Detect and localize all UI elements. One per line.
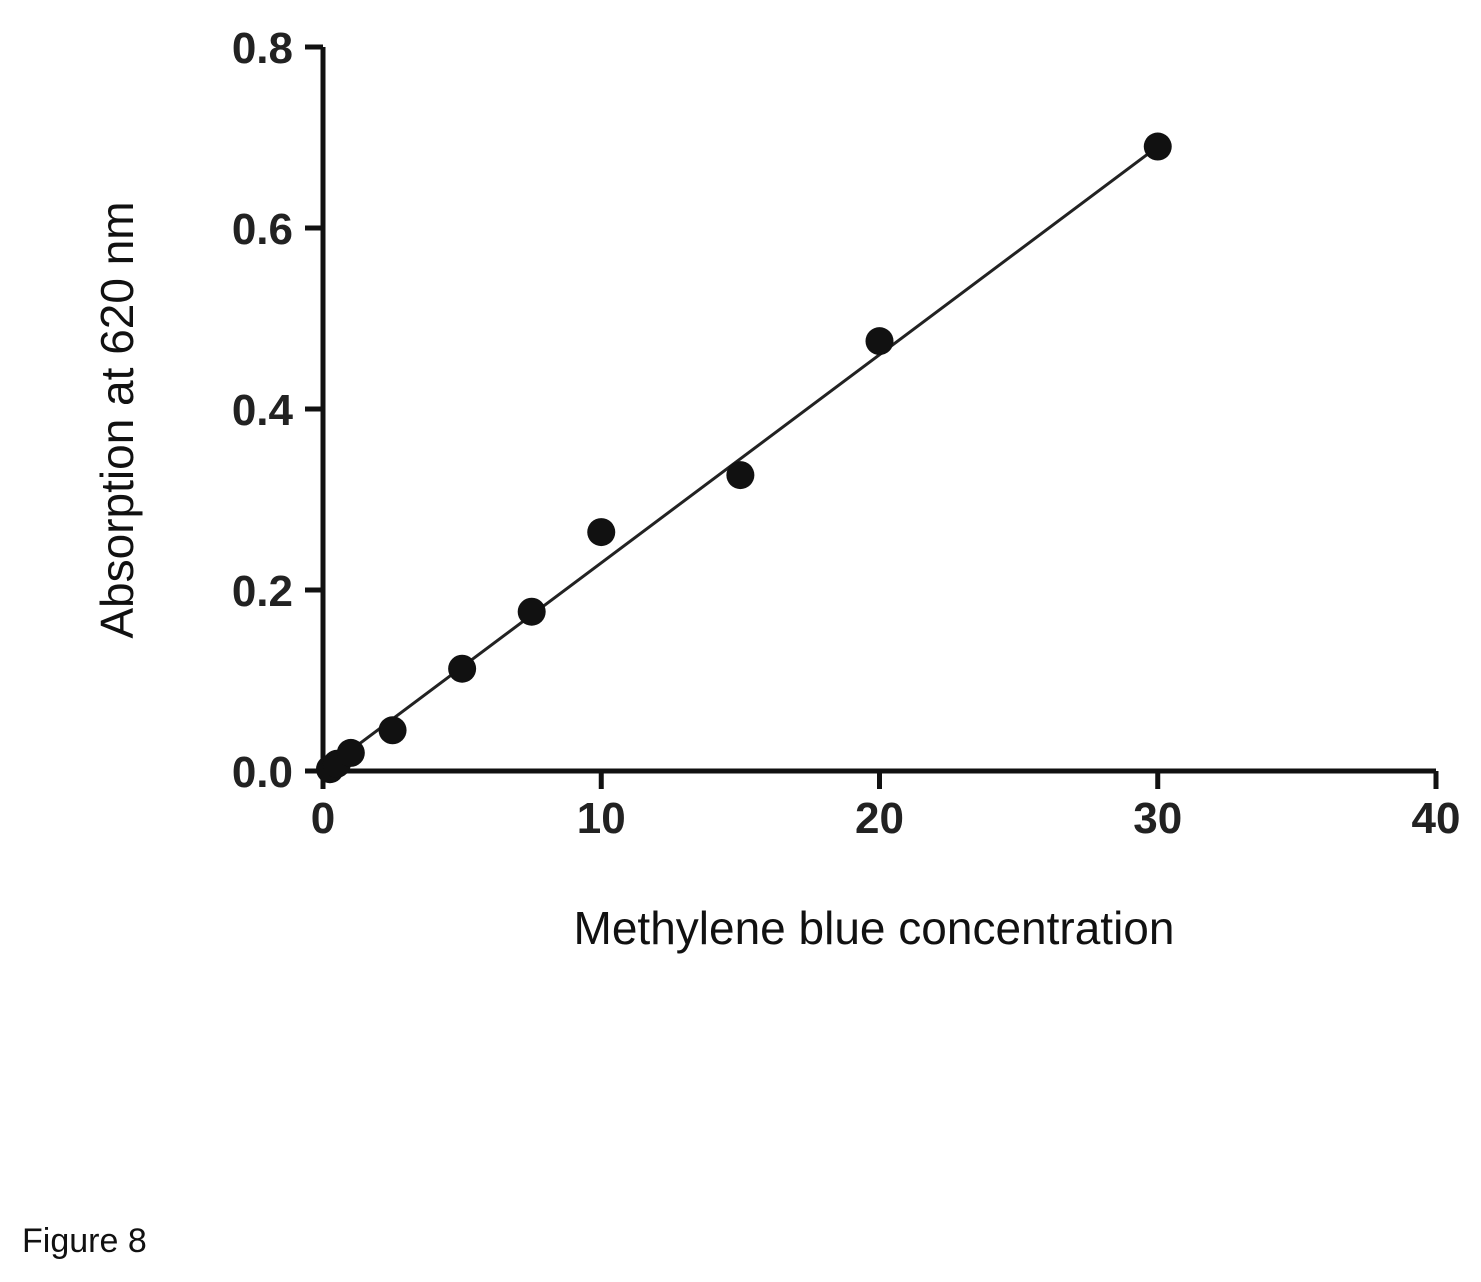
- x-tick-label: 40: [1412, 794, 1461, 843]
- x-tick-label: 10: [577, 794, 626, 843]
- x-tick-label: 0: [311, 794, 335, 843]
- data-point: [518, 598, 546, 626]
- y-tick-label: 0.4: [232, 386, 294, 435]
- chart: 0 10 20 30 40 0.0 0.2 0.4 0.6 0.8 Methylene blue …: [0, 0, 1481, 1282]
- data-point: [587, 518, 615, 546]
- data-point: [448, 655, 476, 683]
- data-point: [337, 739, 365, 767]
- data-point: [1144, 133, 1172, 161]
- y-tick-label: 0.8: [232, 24, 293, 73]
- y-tick-label: 0.2: [232, 567, 293, 616]
- x-tick-label: 20: [855, 794, 904, 843]
- y-axis-title: Absorption at 620 nm: [91, 201, 143, 638]
- data-point: [379, 716, 407, 744]
- x-tick-label: 30: [1133, 794, 1182, 843]
- y-tick-label: 0.6: [232, 205, 293, 254]
- x-axis-title: Methylene blue concentration: [574, 902, 1175, 954]
- data-point: [866, 327, 894, 355]
- data-point: [726, 461, 754, 489]
- figure-caption: Figure 8: [22, 1222, 147, 1261]
- fit-line: [323, 147, 1158, 771]
- y-tick-label: 0.0: [232, 748, 293, 797]
